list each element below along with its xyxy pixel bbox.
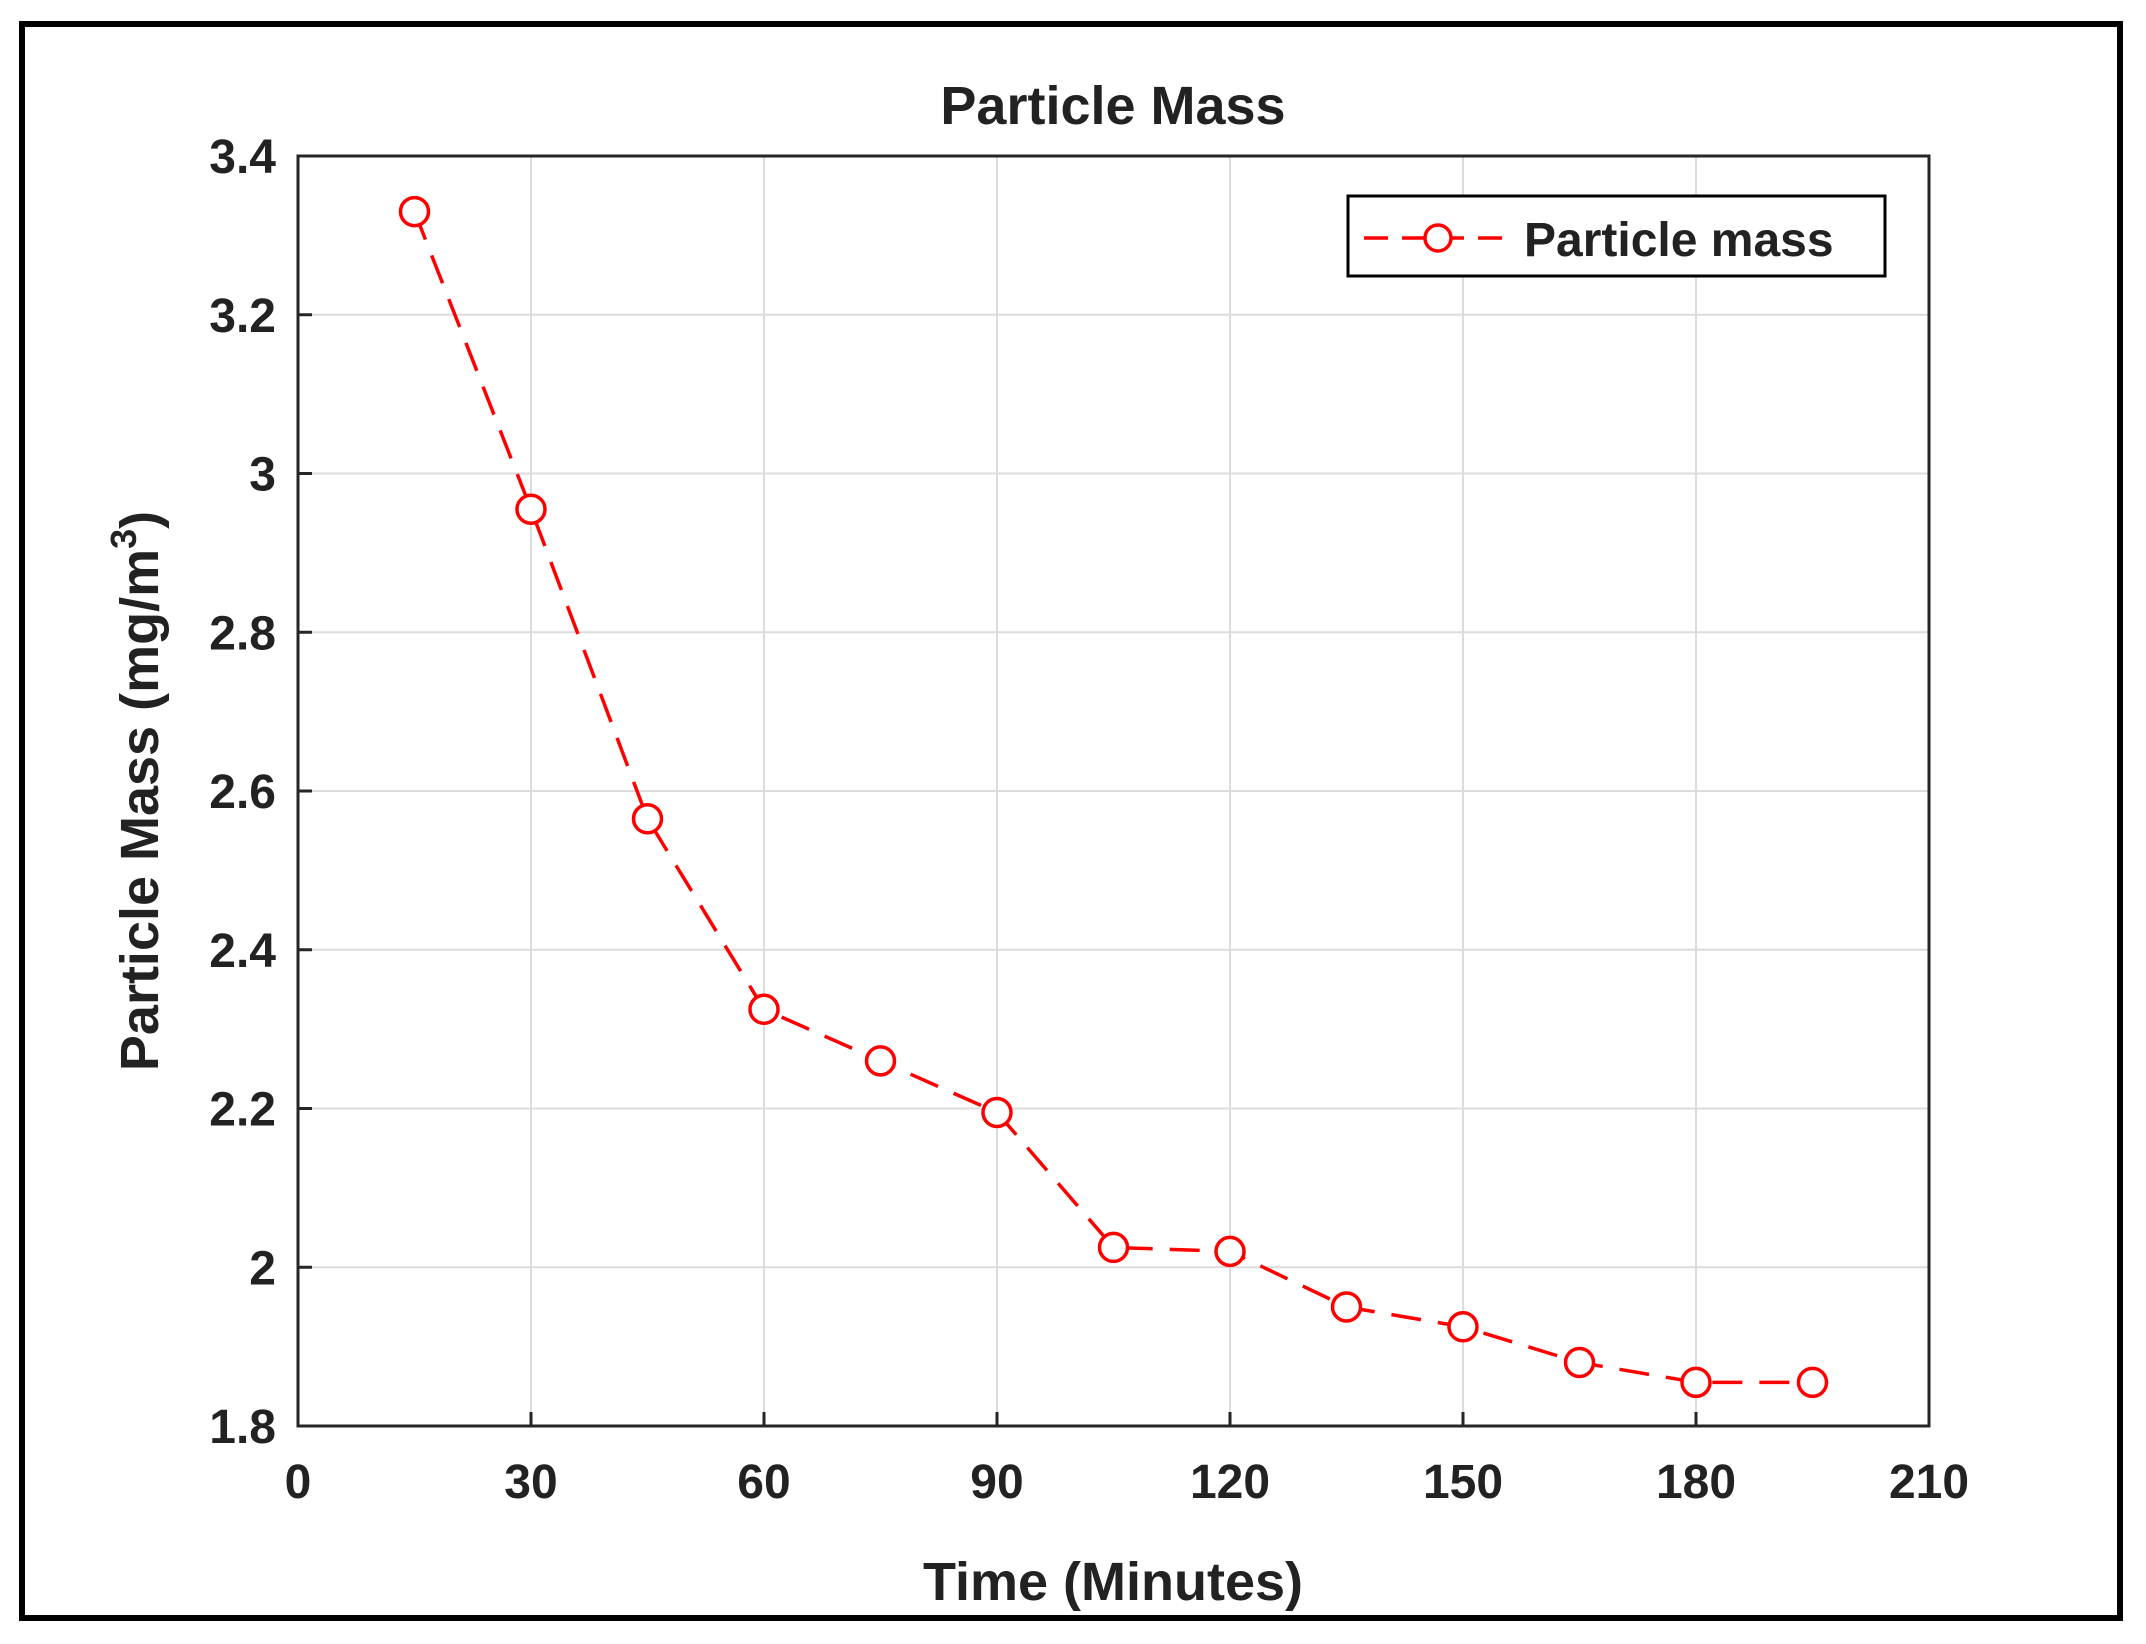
y-tick-label: 3.2 (209, 290, 276, 343)
y-axis-label-superscript: 3 (103, 529, 144, 549)
data-point-marker (1447, 1311, 1479, 1343)
data-point-marker (1796, 1366, 1829, 1399)
x-tick-label: 120 (1190, 1456, 1270, 1509)
x-tick-label: 210 (1889, 1456, 1969, 1509)
legend: Particle mass (1346, 194, 1887, 278)
axis-ticks: 0 30 60 90 120 150 180 210 1.8 2 2.2 2.4 2.6 2.8 3 3.2 3… (209, 131, 1969, 1509)
data-point-marker (1097, 1231, 1130, 1264)
x-tick-label: 90 (970, 1456, 1023, 1509)
y-tick-label: 3.4 (209, 131, 276, 184)
x-tick-label: 0 (285, 1456, 312, 1509)
y-axis-label: Particle Mass (mg/m3) (103, 511, 170, 1071)
x-axis-label: Time (Minutes) (923, 1552, 1303, 1612)
grid-lines (298, 156, 1929, 1426)
x-tick-label: 150 (1423, 1456, 1503, 1509)
data-point-marker (748, 993, 780, 1026)
y-tick-label: 2.6 (209, 766, 276, 819)
y-tick-label: 2.4 (209, 925, 276, 978)
y-tick-label: 3 (249, 449, 276, 502)
data-point-marker (515, 493, 547, 525)
data-point-marker (1214, 1235, 1246, 1268)
chart-title: Particle Mass (940, 76, 1285, 136)
series-particle-mass (398, 195, 1829, 1399)
x-tick-label: 180 (1656, 1456, 1736, 1509)
legend-marker-sample (1423, 223, 1453, 253)
x-tick-label: 60 (737, 1456, 790, 1509)
data-point-marker (864, 1045, 897, 1077)
y-tick-label: 2 (249, 1242, 276, 1295)
y-tick-label: 2.2 (209, 1084, 276, 1137)
y-tick-label: 1.8 (209, 1401, 276, 1454)
data-point-marker (1563, 1346, 1596, 1379)
data-point-marker (398, 195, 431, 228)
y-tick-label: 2.8 (209, 607, 276, 660)
data-point-marker (1680, 1366, 1712, 1399)
data-point-marker (981, 1096, 1013, 1129)
figure-border (19, 21, 2123, 1621)
x-tick-label: 30 (504, 1456, 557, 1509)
legend-label: Particle mass (1524, 214, 1834, 267)
y-axis-label-suffix: ) (110, 511, 170, 529)
data-point-marker (1330, 1291, 1363, 1323)
data-point-marker (631, 803, 664, 835)
y-axis-label-main: Particle Mass (mg/m (110, 549, 170, 1071)
